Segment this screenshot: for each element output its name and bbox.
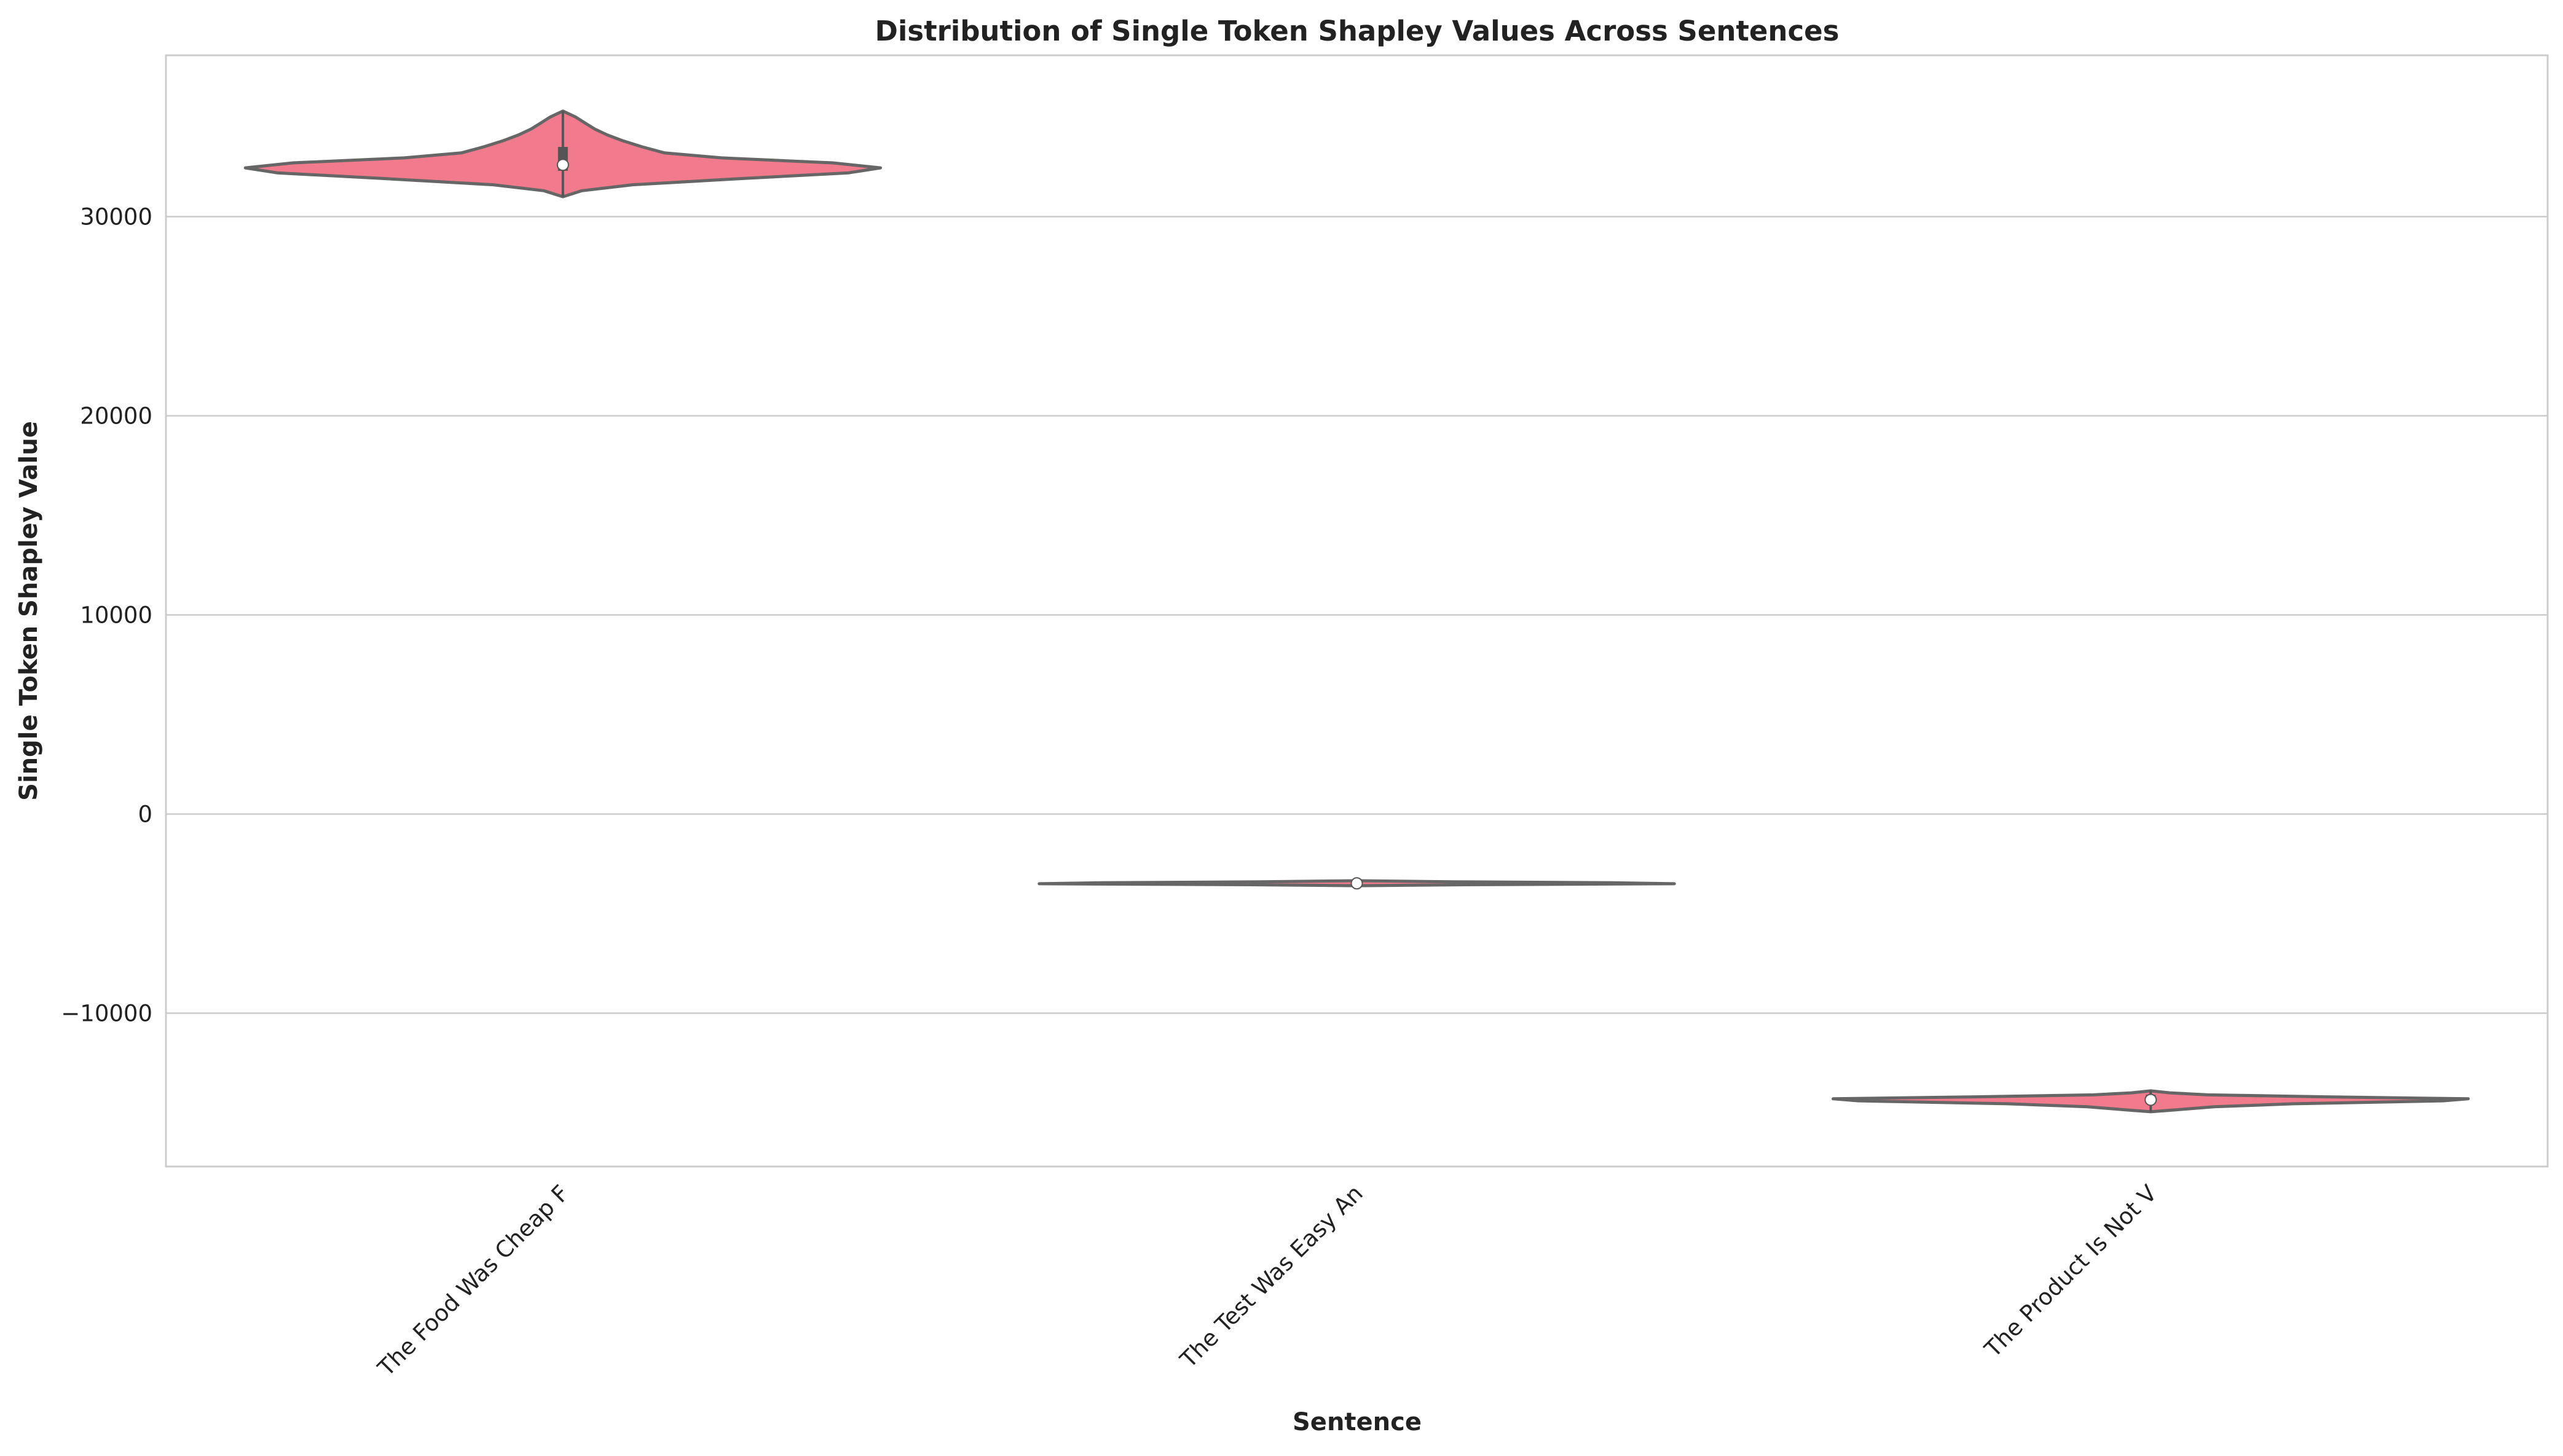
gridlines	[166, 216, 2548, 1014]
violins	[243, 109, 2470, 1114]
y-tick-label: 30000	[80, 203, 152, 230]
violin-group	[243, 109, 882, 199]
violin-median	[556, 159, 569, 171]
violin-group	[1832, 1089, 2470, 1114]
violin-median	[1350, 877, 1363, 890]
violin-group	[1037, 877, 1676, 890]
x-axis-label: Sentence	[1293, 1408, 1422, 1436]
y-tick-label: 20000	[80, 403, 152, 429]
y-tick-label: 0	[138, 801, 152, 827]
plot-frame	[165, 54, 2549, 1168]
y-tick-label: −10000	[61, 1001, 152, 1027]
violin-median	[2144, 1093, 2157, 1106]
y-axis-label: Single Token Shapley Value	[15, 421, 43, 801]
y-tick-label: 10000	[80, 602, 152, 628]
chart-title: Distribution of Single Token Shapley Val…	[875, 15, 1840, 47]
y-axis-ticks: 30000 20000 10000 0 −10000	[61, 203, 152, 1026]
